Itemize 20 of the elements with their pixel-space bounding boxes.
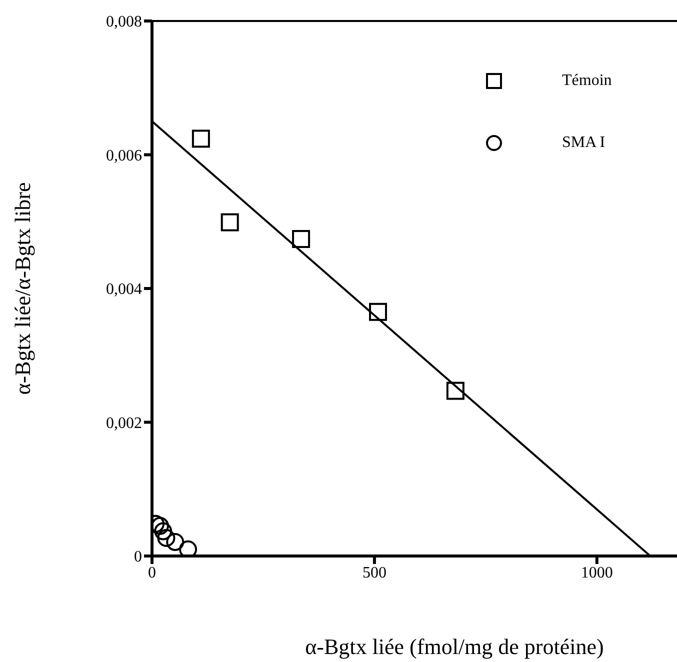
y-tick-label: 0,006 (106, 147, 142, 164)
point (369, 302, 388, 321)
point (220, 213, 239, 232)
x-tick-label: 1000 (580, 564, 613, 582)
point (292, 230, 310, 248)
point (157, 528, 176, 547)
point (154, 522, 172, 540)
y-tick-label: 0,004 (106, 281, 142, 298)
x-tick-label: 500 (362, 564, 386, 582)
y-tick-label: 0,008 (106, 14, 142, 31)
y-axis-title: α-Bgtx liée/α-Bgtx libre (10, 182, 35, 395)
y-tick-label: 0 (134, 548, 142, 566)
text: SMA I (562, 134, 606, 152)
x-tick-label: 0 (148, 564, 156, 582)
text: Témoin (562, 72, 612, 90)
point (192, 130, 210, 148)
x-axis-title: α-Bgtx liée (fmol/mg de protéine) (305, 634, 604, 659)
y-tick-label: 0,002 (106, 414, 142, 432)
point (166, 532, 184, 551)
point (446, 382, 464, 400)
